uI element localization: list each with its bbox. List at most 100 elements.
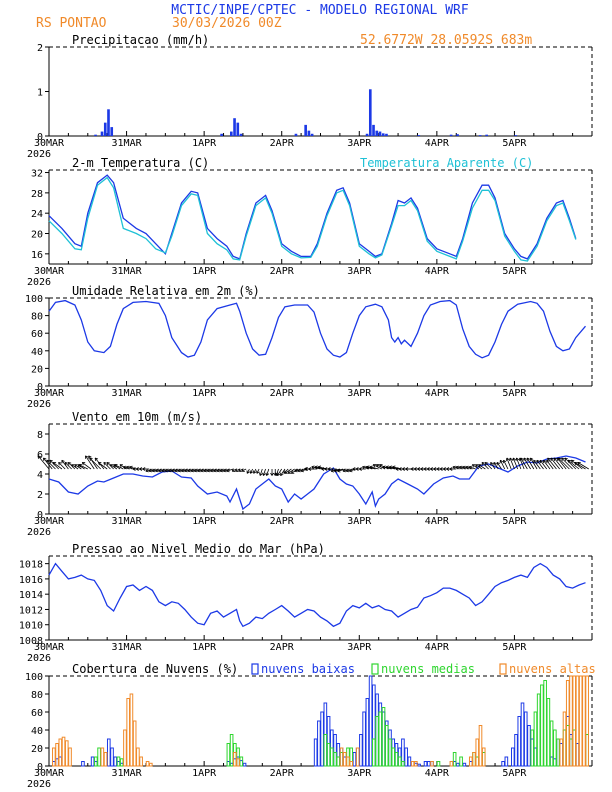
bar	[468, 756, 473, 767]
bar	[68, 747, 72, 767]
wind-vector	[74, 464, 82, 470]
wind-vector-head	[280, 472, 284, 476]
wind-vector-head	[509, 457, 513, 462]
wind-vector	[275, 468, 279, 476]
y-tick-label: 1008	[19, 636, 43, 647]
bar	[242, 762, 247, 767]
wind-vector	[67, 462, 76, 470]
wind-vector	[523, 457, 531, 470]
x-tick-label: 31MAR	[112, 642, 143, 653]
bar	[423, 761, 428, 767]
wind-vector-head	[577, 461, 581, 466]
bar	[575, 675, 580, 767]
bar	[110, 747, 114, 767]
wind-vector	[194, 468, 202, 472]
wind-vector	[250, 468, 253, 474]
wind-vector-head	[114, 463, 118, 468]
bar	[119, 758, 124, 767]
wind-vector-head	[284, 470, 288, 474]
bar	[346, 756, 350, 767]
wind-vector	[342, 468, 350, 472]
wind-vector-head	[410, 467, 414, 471]
wind-vector-head	[151, 468, 156, 473]
series-line	[48, 299, 586, 359]
wind-vector	[52, 462, 63, 470]
wind-vector-head	[523, 457, 527, 462]
wind-vector-head	[449, 467, 453, 471]
wind-vector-head	[164, 468, 169, 473]
wind-vector-head	[423, 467, 427, 471]
wind-vector-head	[413, 467, 417, 471]
wind-vector	[536, 459, 544, 470]
wind-vector-head	[234, 468, 239, 472]
wind-vector-head	[358, 467, 362, 471]
wind-vector-head	[94, 457, 99, 462]
y-tick-label: 1014	[19, 590, 43, 601]
wind-vector	[276, 468, 283, 476]
panel-wind: 0 2 4 6 8 30MAR 31MAR 1APR 2APR 3APR 4APR 5APR 2026 V…	[27, 410, 593, 538]
bar	[352, 752, 357, 767]
bar	[239, 756, 244, 767]
x-year-label: 2026	[27, 399, 51, 410]
bar	[372, 124, 375, 136]
wind-vector-head	[465, 465, 469, 470]
wind-vector-head	[417, 467, 421, 471]
bar	[391, 747, 396, 767]
series-line	[48, 174, 577, 260]
x-tick-label: 5APR	[502, 266, 527, 277]
wind-vector	[126, 466, 134, 470]
wind-vector	[362, 466, 370, 470]
x-tick-label: 31MAR	[112, 266, 143, 277]
panel-title: Cobertura de Nuvens (%)	[72, 662, 238, 676]
y-tick-label: 20	[31, 364, 43, 375]
bar	[546, 698, 551, 767]
wind-vector-head	[539, 459, 544, 464]
wind-vector	[235, 468, 240, 472]
wind-vector-head	[249, 470, 254, 474]
wind-vector	[533, 459, 541, 470]
wind-vector-head	[493, 462, 497, 466]
bar	[407, 756, 412, 767]
wind-vector	[561, 457, 573, 470]
wind-vector	[207, 468, 214, 472]
legend-swatch	[251, 663, 259, 675]
bar	[336, 756, 341, 767]
bar	[236, 122, 240, 136]
bar	[106, 738, 111, 767]
wind-vector-head	[241, 468, 245, 472]
wind-vector-head	[484, 462, 489, 466]
bar	[472, 752, 476, 767]
bar	[132, 720, 137, 767]
x-tick-label: 2APR	[270, 266, 295, 277]
x-tick-label: 4APR	[425, 388, 450, 399]
x-tick-label: 30MAR	[34, 388, 65, 399]
x-tick-label: 4APR	[425, 138, 450, 149]
wind-vector-head	[142, 467, 146, 471]
bar	[397, 756, 402, 767]
y-tick-label: 80	[31, 690, 43, 701]
y-tick-label: 2	[37, 490, 43, 501]
legend-swatch	[499, 663, 507, 675]
wind-vector	[452, 466, 460, 470]
bar	[320, 711, 324, 767]
wind-vector-head	[392, 465, 396, 470]
bar	[220, 133, 223, 136]
series-line	[48, 455, 586, 511]
y-tick-label: 0	[37, 382, 43, 393]
wind-vector-head	[49, 459, 53, 464]
legend-label: nuvens baixas	[261, 662, 355, 676]
x-tick-label: 3APR	[347, 266, 372, 277]
wind-vector-head	[206, 468, 211, 473]
wind-vector	[256, 468, 260, 474]
series-line	[48, 176, 577, 262]
bar	[417, 763, 421, 767]
wind-vector-head	[430, 467, 434, 471]
wind-vector	[210, 468, 218, 472]
wind-vector-head	[98, 462, 102, 466]
wind-vector-head	[499, 459, 504, 464]
y-tick-label: 60	[31, 329, 43, 340]
x-tick-label: 1APR	[192, 642, 217, 653]
wind-vector-head	[547, 457, 551, 462]
x-tick-label: 30MAR	[34, 138, 65, 149]
wind-vector-head	[405, 467, 409, 471]
